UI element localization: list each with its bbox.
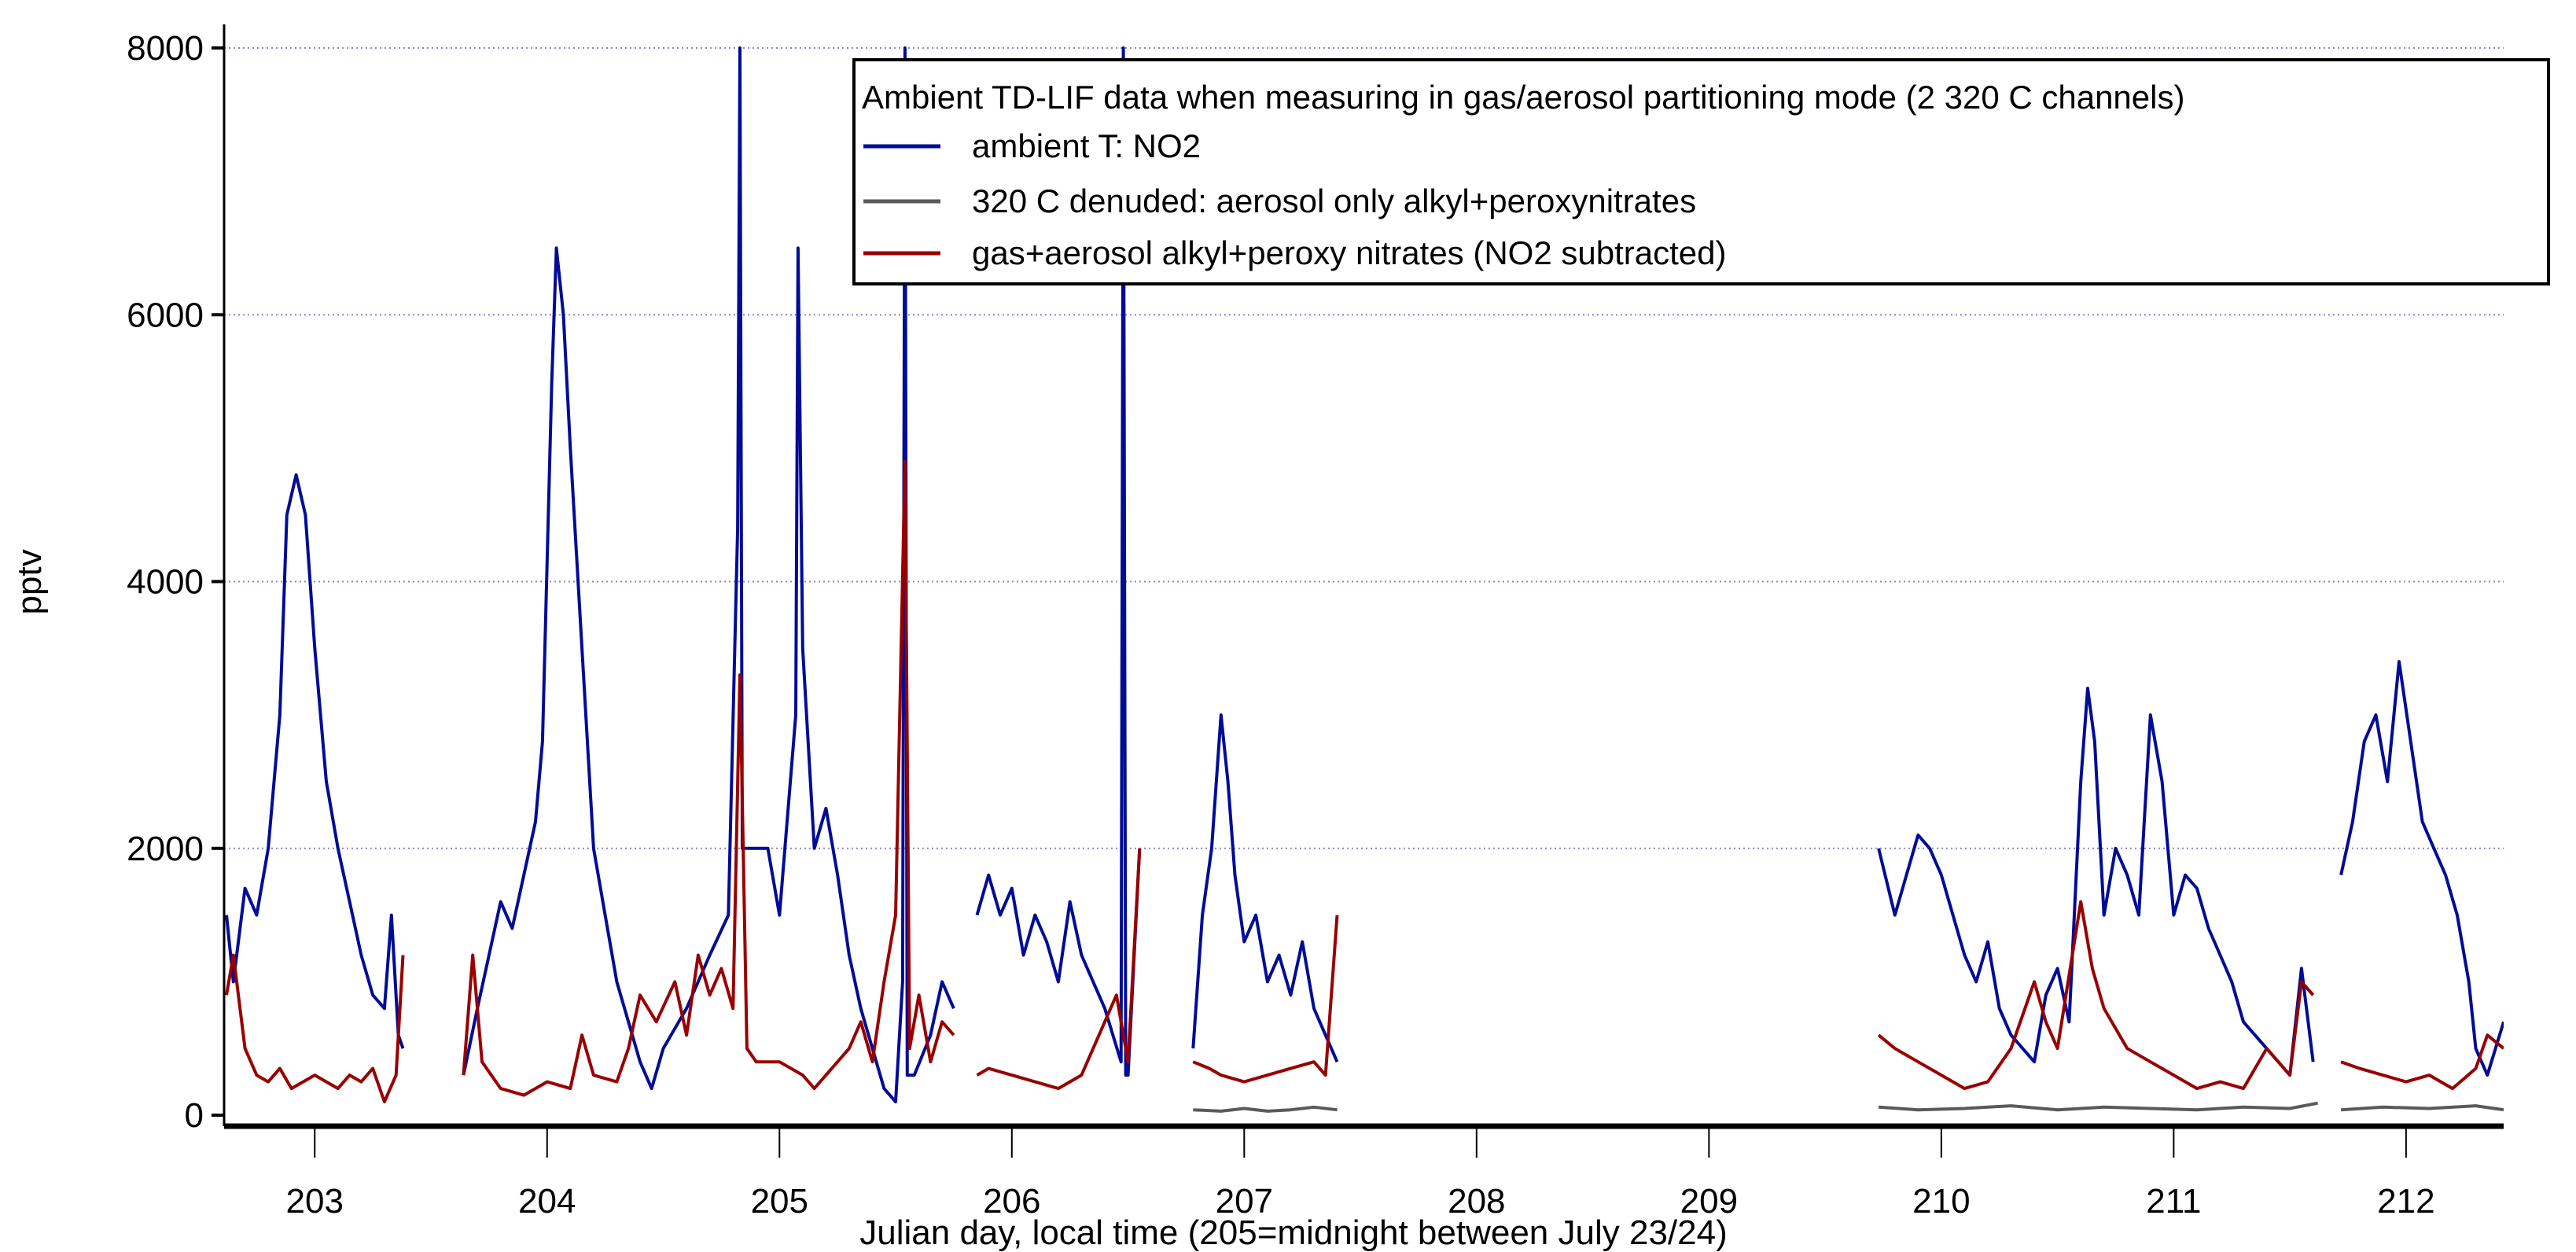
series-line-gas-aerosol bbox=[1877, 900, 2315, 1091]
legend-label-gas-aerosol: gas+aerosol alkyl+peroxy nitrates (NO2 s… bbox=[972, 234, 1726, 271]
series-line-gas-aerosol bbox=[2340, 1033, 2504, 1091]
series-line-no2 bbox=[1877, 687, 2315, 1077]
x-tick-label: 208 bbox=[1448, 1182, 1505, 1221]
x-tick-label: 209 bbox=[1680, 1182, 1738, 1221]
series-line-no2 bbox=[975, 46, 1142, 1077]
series-layer bbox=[225, 46, 2504, 1113]
x-tick-label: 204 bbox=[518, 1182, 576, 1221]
series-line-denuded bbox=[1193, 1105, 1338, 1113]
series-line-denuded bbox=[1878, 1101, 2318, 1112]
y-tick-label: 6000 bbox=[127, 296, 204, 334]
series-line-no2 bbox=[2339, 660, 2504, 1077]
x-axis-label: Julian day, local time (205=midnight bet… bbox=[859, 1213, 1727, 1252]
legend-title: Ambient TD-LIF data when measuring in ga… bbox=[862, 79, 2184, 116]
x-tick-label: 210 bbox=[1912, 1182, 1970, 1221]
legend: Ambient TD-LIF data when measuring in ga… bbox=[852, 58, 2550, 285]
series-line-no2 bbox=[225, 473, 405, 1049]
series-line-denuded bbox=[2340, 1104, 2504, 1112]
x-tick-label: 206 bbox=[983, 1182, 1040, 1221]
series-line-gas-aerosol bbox=[225, 953, 405, 1103]
y-tick-label: 2000 bbox=[127, 830, 204, 868]
legend-label-no2: ambient T: NO2 bbox=[972, 127, 1201, 164]
axes: 0 2000 4000 6000 8000 203 204 205 206 207 208 209 21… bbox=[127, 24, 2504, 1221]
y-tick-label: 0 bbox=[185, 1096, 204, 1135]
legend-box bbox=[852, 58, 2550, 285]
y-axis-label: pptv bbox=[10, 549, 49, 614]
y-tick-label: 4000 bbox=[127, 563, 204, 602]
series-line-gas-aerosol bbox=[976, 848, 1142, 1091]
series-line-gas-aerosol bbox=[1192, 915, 1339, 1084]
x-tick-label: 212 bbox=[2377, 1182, 2434, 1221]
y-tick-label: 8000 bbox=[127, 29, 204, 68]
x-tick-label: 205 bbox=[751, 1182, 808, 1221]
series-line-no2 bbox=[462, 46, 955, 1103]
x-tick-label: 203 bbox=[286, 1182, 344, 1221]
x-tick-label: 211 bbox=[2146, 1182, 2201, 1221]
legend-label-denuded: 320 C denuded: aerosol only alkyl+peroxy… bbox=[972, 182, 1696, 219]
series-line-gas-aerosol bbox=[462, 459, 955, 1097]
x-tick-label: 207 bbox=[1216, 1182, 1273, 1221]
series-line-no2 bbox=[1191, 713, 1339, 1062]
